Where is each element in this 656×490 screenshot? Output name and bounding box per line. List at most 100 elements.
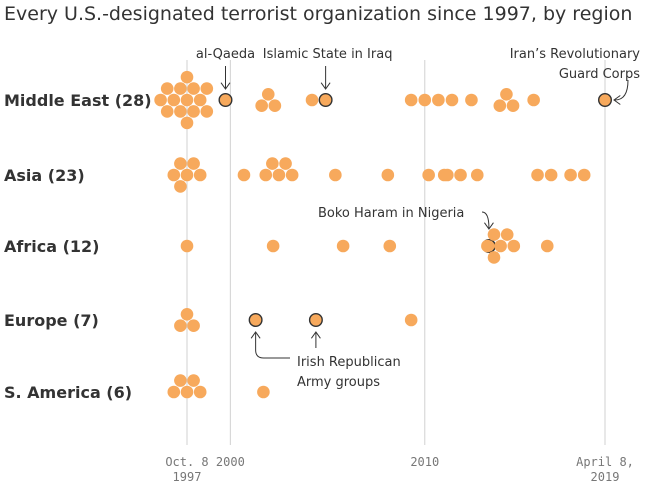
data-point — [154, 93, 167, 107]
arrow-ira-1 — [255, 333, 290, 359]
data-point — [268, 99, 282, 113]
data-point — [404, 93, 418, 107]
data-point — [493, 99, 507, 113]
annotation-iran-rgc: Iran’s Revolutionary Guard Corps — [510, 47, 641, 82]
data-point — [193, 385, 207, 399]
data-points — [154, 70, 613, 399]
arrowhead-al-qaeda — [220, 82, 231, 90]
arrowhead-iran-rgc — [613, 95, 621, 105]
data-point — [187, 319, 200, 333]
data-point — [279, 157, 292, 170]
data-point — [266, 239, 280, 253]
data-point — [432, 93, 445, 107]
arrowhead-ira-2 — [310, 331, 321, 339]
data-point — [259, 168, 273, 182]
data-point — [531, 168, 544, 182]
annotations: al-Qaeda Islamic State in Iraq Iran’s Revo… — [196, 47, 640, 390]
data-point — [255, 99, 268, 113]
gridlines — [186, 60, 606, 445]
data-point — [487, 228, 501, 241]
chart-title: Every U.S.-designated terrorist organiza… — [4, 3, 632, 25]
arrowhead-ira-1 — [250, 331, 261, 339]
data-point — [445, 93, 459, 107]
annotation-boko-haram: Boko Haram in Nigeria — [318, 206, 464, 221]
data-point — [500, 228, 514, 241]
data-point — [383, 239, 397, 253]
region-label: Europe (7) — [4, 311, 99, 330]
data-point — [180, 385, 194, 399]
data-point — [381, 168, 395, 182]
data-point — [441, 168, 454, 182]
arrow-iran-rgc — [614, 79, 629, 101]
data-point — [404, 313, 418, 327]
arrowhead-islamic-state — [320, 82, 331, 90]
data-point — [174, 374, 187, 387]
data-point — [180, 116, 194, 130]
data-point — [266, 157, 279, 170]
data-point — [180, 307, 194, 321]
data-point — [174, 157, 187, 170]
data-point — [237, 168, 251, 182]
region-label: Middle East (28) — [4, 91, 152, 110]
data-point — [577, 168, 591, 182]
data-point — [180, 93, 194, 107]
highlighted-data-point — [248, 313, 263, 328]
data-point — [527, 93, 540, 107]
x-tick-label: April 8, 2019 — [576, 455, 634, 484]
data-point — [174, 82, 187, 95]
data-point — [487, 251, 501, 264]
data-point — [544, 168, 558, 182]
data-point — [180, 70, 194, 84]
data-point — [336, 239, 350, 253]
data-point — [285, 168, 299, 182]
data-point — [540, 239, 554, 253]
data-point — [261, 87, 275, 101]
data-point — [167, 168, 181, 182]
data-point — [174, 319, 187, 333]
data-point — [187, 82, 200, 95]
data-point — [200, 105, 214, 118]
x-tick-label: 2000 — [216, 455, 245, 469]
data-point — [500, 87, 513, 101]
data-point — [193, 168, 207, 182]
highlighted-data-point — [598, 92, 613, 107]
x-tick-label: 2010 — [410, 455, 439, 469]
data-point — [481, 239, 494, 253]
data-point — [329, 168, 342, 182]
region-label: Africa (12) — [4, 237, 99, 256]
data-point — [305, 93, 319, 107]
x-axis-ticks: Oct. 8 1997 2000 2010 April 8, 2019 — [165, 455, 634, 484]
highlighted-data-point — [318, 92, 333, 107]
x-tick-label: Oct. 8 1997 — [165, 455, 208, 484]
region-label: S. America (6) — [4, 383, 132, 402]
arrowhead-boko-haram — [484, 222, 494, 230]
data-point — [418, 93, 432, 107]
data-point — [167, 385, 181, 399]
data-point — [160, 105, 174, 118]
arrow-boko-haram — [481, 211, 490, 229]
data-point — [187, 157, 200, 170]
data-point — [160, 82, 174, 95]
annotation-ira: Irish Republican Army groups — [297, 355, 401, 390]
region-labels: Middle East (28) Asia (23) Africa (12) Euro… — [4, 91, 152, 402]
data-point — [180, 239, 194, 253]
data-point — [272, 168, 286, 182]
data-point — [257, 385, 270, 399]
data-point — [193, 93, 207, 107]
data-point — [187, 374, 200, 387]
region-label: Asia (23) — [4, 166, 85, 185]
data-point — [174, 180, 187, 193]
annotation-islamic-state: Islamic State in Iraq — [263, 47, 393, 62]
data-point — [470, 168, 484, 182]
data-point — [422, 168, 435, 182]
data-point — [454, 168, 467, 182]
data-point — [564, 168, 577, 182]
data-point — [167, 93, 181, 107]
data-point — [187, 105, 200, 118]
data-point — [174, 105, 187, 118]
data-point — [507, 239, 521, 253]
annotation-al-qaeda: al-Qaeda — [196, 47, 255, 62]
data-point — [180, 168, 194, 182]
highlighted-data-point — [308, 313, 323, 328]
